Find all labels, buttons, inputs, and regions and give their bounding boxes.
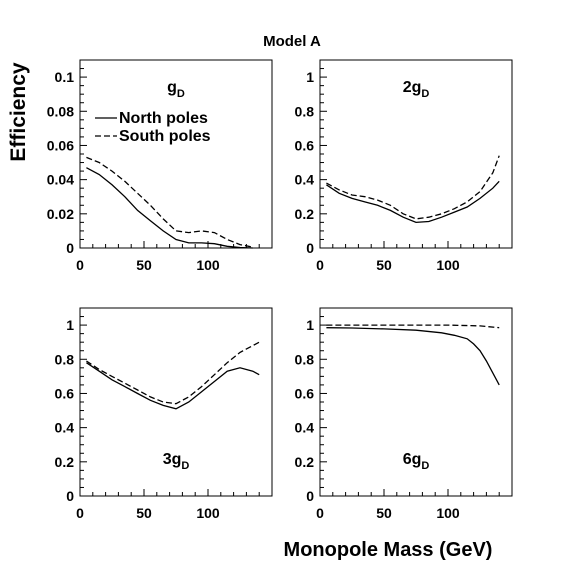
x-tick-label: 0 — [316, 257, 324, 273]
x-tick-label: 100 — [196, 257, 220, 273]
legend-entry: North poles — [119, 110, 208, 127]
panel-label: 3gD — [163, 451, 190, 472]
y-tick-label: 0.8 — [295, 351, 315, 367]
y-axis-label: Efficiency — [7, 62, 30, 162]
y-tick-label: 0.8 — [295, 103, 315, 119]
y-tick-label: 0.6 — [55, 385, 75, 401]
legend-entry: South poles — [119, 128, 211, 145]
y-tick-label: 0.4 — [295, 172, 315, 188]
y-tick-label: 0.2 — [295, 454, 315, 470]
y-tick-label: 0.06 — [47, 137, 74, 153]
panel-1: 0 50 100 0 0.02 0.04 0.06 0.08 0.1 gD — [47, 59, 273, 273]
y-tick-label: 1 — [306, 69, 314, 85]
series-north-poles-line — [86, 167, 253, 249]
y-tick-label: 1 — [66, 317, 74, 333]
panel-label: 6gD — [403, 451, 430, 472]
series-north-poles-line — [326, 180, 500, 224]
x-tick-label: 50 — [136, 505, 152, 521]
y-tick-label: 0 — [66, 240, 74, 256]
series-north-poles-line — [86, 362, 260, 410]
series-south-poles-line — [86, 341, 260, 405]
figure-title: Model A — [263, 33, 321, 50]
x-tick-label: 100 — [436, 505, 460, 521]
y-tick-label: 0.8 — [55, 351, 75, 367]
panel-3: 0 50 100 0 0.2 0.4 0.6 0.8 1 3gD — [55, 307, 273, 521]
series-north-poles-line — [326, 327, 500, 386]
x-tick-label: 0 — [316, 505, 324, 521]
y-tick-label: 0.08 — [47, 103, 74, 119]
y-tick-label: 0.6 — [295, 137, 315, 153]
x-tick-label: 50 — [376, 257, 392, 273]
series-south-poles-line — [326, 155, 500, 220]
y-tick-label: 0.04 — [47, 172, 74, 188]
y-tick-label: 0.4 — [55, 420, 75, 436]
y-tick-label: 0.2 — [295, 206, 315, 222]
x-axis-label: Monopole Mass (GeV) — [284, 539, 493, 561]
y-tick-label: 0 — [306, 488, 314, 504]
y-tick-label: 1 — [306, 317, 314, 333]
y-tick-label: 0.2 — [55, 454, 75, 470]
y-tick-label: 0 — [306, 240, 314, 256]
x-tick-label: 0 — [76, 505, 84, 521]
panel-label: gD — [167, 79, 185, 100]
panel-label: 2gD — [403, 79, 430, 100]
y-tick-label: 0.6 — [295, 385, 315, 401]
y-tick-label: 0 — [66, 488, 74, 504]
y-tick-label: 0.4 — [295, 420, 315, 436]
y-tick-label: 0.02 — [47, 206, 74, 222]
x-tick-label: 100 — [196, 505, 220, 521]
y-tick-label: 0.1 — [55, 69, 75, 85]
x-tick-label: 50 — [136, 257, 152, 273]
x-tick-label: 0 — [76, 257, 84, 273]
x-tick-label: 100 — [436, 257, 460, 273]
series-south-poles-line — [86, 156, 253, 248]
series-south-poles-line — [326, 324, 500, 329]
panel-4: 0 50 100 0 0.2 0.4 0.6 0.8 1 6gD — [295, 307, 513, 521]
x-tick-label: 50 — [376, 505, 392, 521]
panel-2: 0 50 100 0 0.2 0.4 0.6 0.8 1 2gD — [295, 59, 513, 273]
